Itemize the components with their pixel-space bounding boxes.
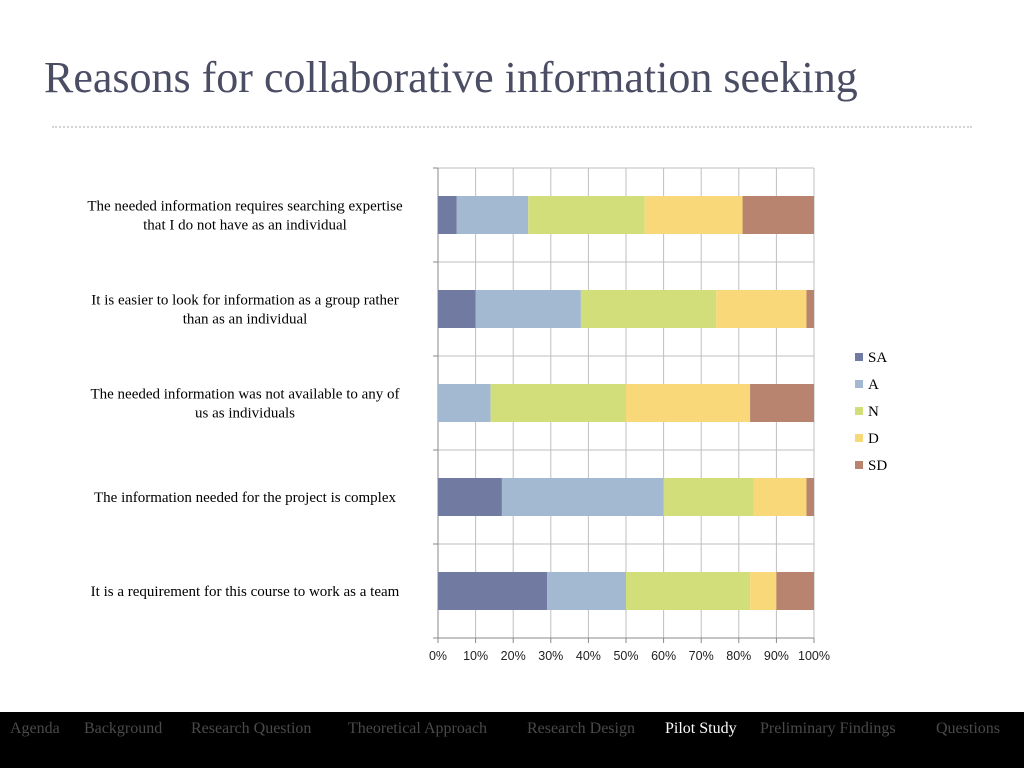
bar-a (475, 290, 581, 328)
category-label: The needed information requires searchin… (87, 199, 403, 234)
nav-item-questions[interactable]: Questions (936, 720, 1000, 737)
bar-d (750, 572, 777, 610)
bar-n (580, 290, 717, 328)
bar-sd (806, 290, 814, 328)
bar-sa (438, 290, 476, 328)
x-tick-label: 90% (764, 649, 789, 663)
x-tick-label: 40% (576, 649, 601, 663)
bar-sa (438, 196, 457, 234)
nav-item-preliminary-findings[interactable]: Preliminary Findings (760, 720, 896, 737)
legend-label-d: D (868, 431, 879, 447)
nav-item-pilot-study[interactable]: Pilot Study (665, 720, 737, 737)
category-label: The information needed for the project i… (94, 490, 396, 506)
bar-a (456, 196, 529, 234)
title-divider (52, 126, 972, 128)
legend-swatch-a (855, 380, 863, 388)
x-tick-label: 80% (726, 649, 751, 663)
bar-sd (806, 478, 814, 516)
category-label: It is easier to look for information as … (91, 293, 398, 328)
category-label: It is a requirement for this course to w… (91, 584, 400, 600)
nav-item-research-design[interactable]: Research Design (527, 720, 635, 737)
x-tick-label: 60% (651, 649, 676, 663)
x-tick-label: 20% (501, 649, 526, 663)
legend-swatch-d (855, 434, 863, 442)
x-tick-label: 70% (689, 649, 714, 663)
bar-n (490, 384, 626, 422)
nav-item-research-question[interactable]: Research Question (191, 720, 312, 737)
nav-item-background[interactable]: Background (84, 720, 163, 737)
x-tick-label: 100% (798, 649, 830, 663)
bar-d (644, 196, 743, 234)
x-tick-label: 50% (613, 649, 638, 663)
x-tick-label: 0% (429, 649, 447, 663)
legend-swatch-n (855, 407, 863, 415)
legend-label-n: N (868, 404, 879, 420)
slide-title: Reasons for collaborative information se… (44, 53, 858, 102)
legend-label-sd: SD (868, 458, 887, 474)
bar-sd (742, 196, 814, 234)
x-tick-label: 30% (538, 649, 563, 663)
bar-n (663, 478, 754, 516)
bar-sa (438, 572, 548, 610)
bar-sa (438, 478, 502, 516)
x-tick-label: 10% (463, 649, 488, 663)
footer-navigation: Agenda Background Research Question Theoret… (0, 712, 1024, 768)
bar-a (501, 478, 664, 516)
bar-a (438, 384, 491, 422)
stacked-bar-chart: 0% 10% 20% 30% 40% 50% 60% 70% 80% 90% 100% The nee… (87, 167, 887, 663)
bar-sd (776, 572, 814, 610)
bar-d (626, 384, 751, 422)
bar-sd (750, 384, 814, 422)
legend-swatch-sa (855, 353, 863, 361)
nav-item-agenda[interactable]: Agenda (10, 720, 60, 737)
legend-label-a: A (868, 377, 879, 393)
category-label: The needed information was not available… (90, 387, 399, 422)
legend-label-sa: SA (868, 350, 887, 366)
bar-n (528, 196, 645, 234)
bar-a (547, 572, 626, 610)
bar-n (626, 572, 751, 610)
legend-swatch-sd (855, 461, 863, 469)
nav-item-theoretical-approach[interactable]: Theoretical Approach (348, 720, 488, 737)
bar-d (753, 478, 807, 516)
bar-d (716, 290, 807, 328)
